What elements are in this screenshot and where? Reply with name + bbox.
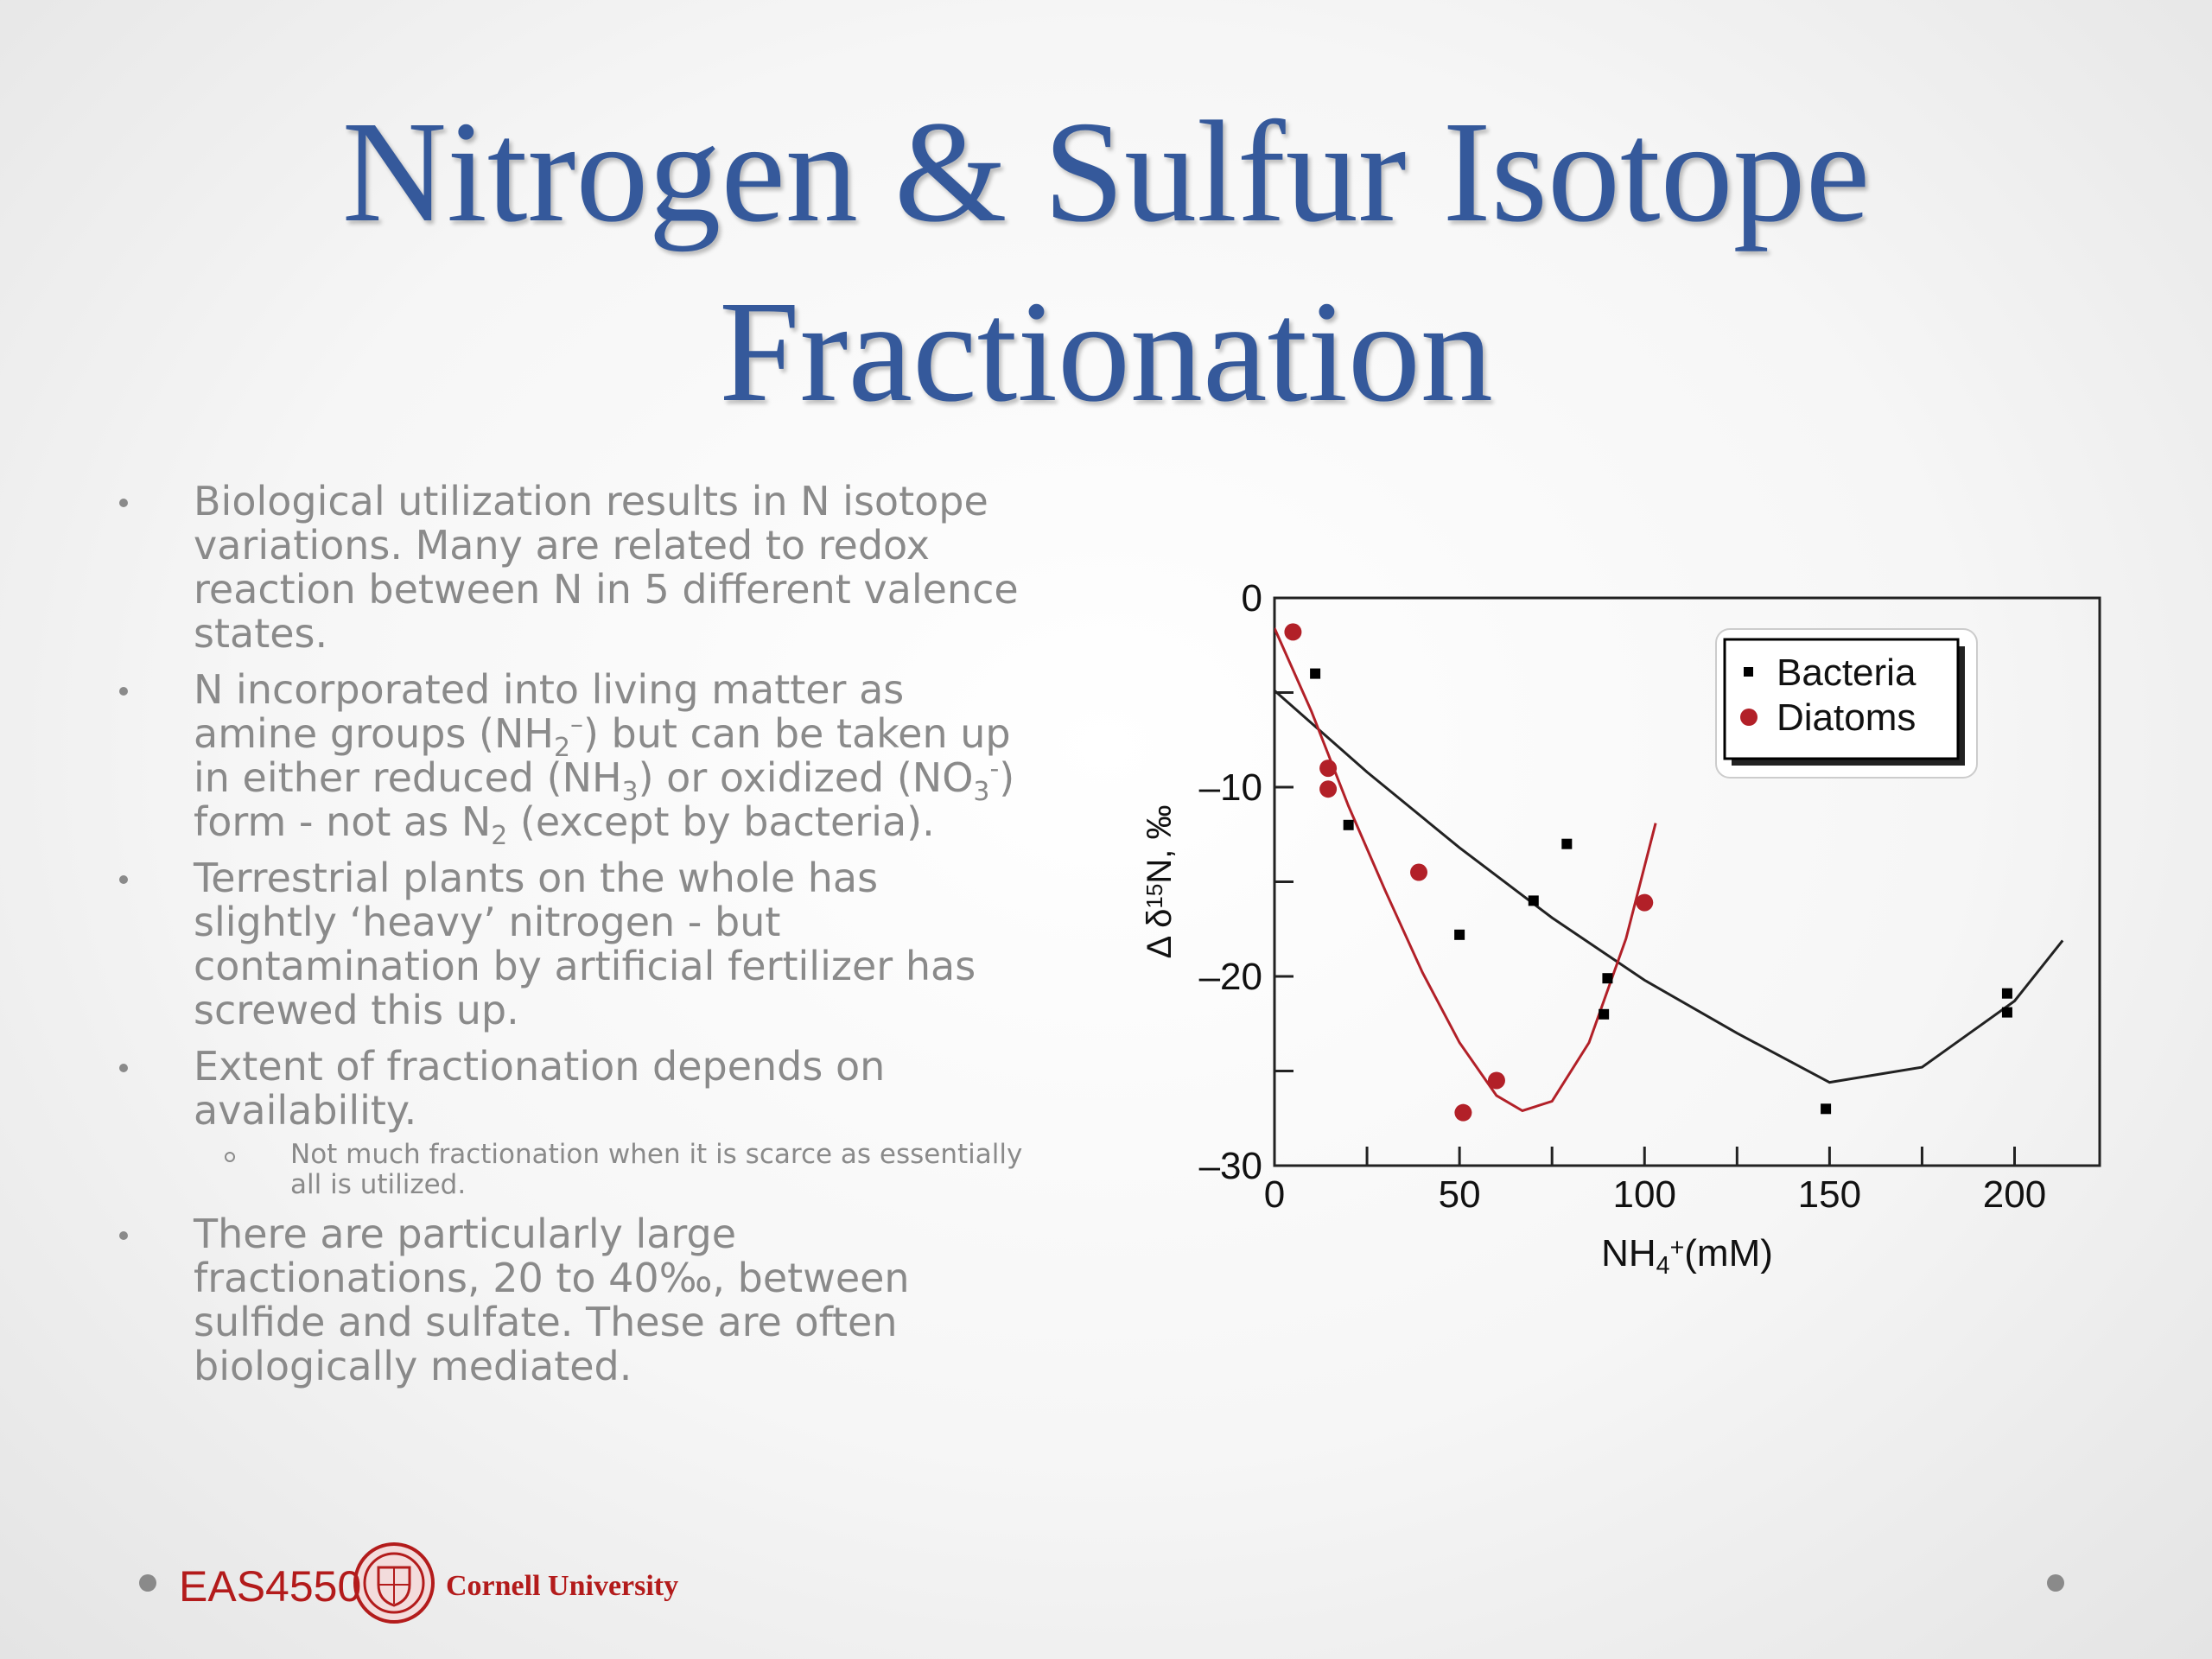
sub-bullet-list: Not much fractionation when it is scarce… bbox=[225, 1139, 1023, 1200]
text-run: Extent of fractionation depends on avail… bbox=[194, 1043, 886, 1134]
title-line: Fractionation bbox=[719, 271, 1493, 432]
bullet-list: Biological utilization results in N isot… bbox=[119, 478, 1023, 1401]
text-run: Δ δ bbox=[1141, 909, 1179, 959]
data-point bbox=[1602, 973, 1613, 984]
text-run: N incorporated into living matter as ami… bbox=[194, 666, 905, 757]
subscript: 4 bbox=[1656, 1252, 1670, 1280]
bullet-marker bbox=[119, 499, 128, 507]
y-tick-label: 0 bbox=[1242, 577, 1262, 620]
x-tick-label: 0 bbox=[1264, 1173, 1285, 1216]
data-point bbox=[2001, 1007, 2012, 1018]
fit-line bbox=[1274, 690, 2064, 1084]
legend-marker bbox=[1744, 667, 1753, 677]
text-run: ) but can be taken up in either reduced … bbox=[194, 710, 1011, 801]
x-tick-label: 100 bbox=[1613, 1173, 1676, 1216]
y-axis-label: Δ δ15N, ‰ bbox=[1141, 805, 1179, 959]
text-run: (mM) bbox=[1684, 1232, 1773, 1274]
sub-bullet-marker bbox=[225, 1152, 235, 1162]
bullet-marker bbox=[119, 1064, 128, 1072]
bullet: There are particularly large fractionati… bbox=[119, 1211, 1023, 1389]
subscript: 2 bbox=[491, 821, 508, 852]
bullet-marker bbox=[119, 875, 128, 884]
text-run: There are particularly large fractionati… bbox=[194, 1211, 910, 1389]
data-point bbox=[1487, 1071, 1505, 1090]
text-run: N, ‰ bbox=[1141, 805, 1179, 884]
bullet: Terrestrial plants on the whole has slig… bbox=[119, 855, 1023, 1033]
text-run: (except by bacteria). bbox=[507, 798, 935, 845]
x-tick-label: 150 bbox=[1798, 1173, 1861, 1216]
legend-label: Diatoms bbox=[1777, 696, 1916, 739]
text-run: ) or oxidized (NO bbox=[638, 754, 974, 801]
subscript: 2 bbox=[554, 733, 571, 764]
data-point bbox=[1454, 929, 1465, 940]
supscript: – bbox=[570, 709, 583, 741]
bullet: Extent of fractionation depends on avail… bbox=[119, 1043, 1023, 1200]
subscript: 3 bbox=[621, 777, 639, 808]
data-point bbox=[1343, 819, 1354, 830]
x-tick-label: 200 bbox=[1983, 1173, 2046, 1216]
data-point bbox=[1410, 863, 1428, 881]
data-point bbox=[1528, 895, 1539, 906]
text-run: Not much fractionation when it is scarce… bbox=[290, 1139, 1023, 1200]
slide-title: Nitrogen & Sulfur Isotope Fractionation bbox=[0, 82, 2212, 442]
data-point bbox=[1319, 780, 1338, 798]
bullet-marker bbox=[119, 687, 128, 696]
legend-box bbox=[1723, 638, 1960, 760]
y-tick-label: –10 bbox=[1199, 766, 1262, 809]
data-point bbox=[1599, 1008, 1610, 1020]
supscript: + bbox=[1670, 1234, 1685, 1262]
data-point bbox=[1561, 838, 1573, 849]
data-point bbox=[2001, 988, 2012, 999]
y-tick-label: –30 bbox=[1199, 1145, 1262, 1187]
data-point bbox=[1821, 1103, 1832, 1115]
fit-line bbox=[1274, 627, 1657, 1113]
supscript: 15 bbox=[1141, 884, 1167, 909]
subscript: 3 bbox=[973, 777, 990, 808]
data-point bbox=[1454, 1103, 1472, 1122]
title-line: Nitrogen & Sulfur Isotope bbox=[341, 92, 1871, 252]
sub-bullet: Not much fractionation when it is scarce… bbox=[225, 1139, 1023, 1200]
legend-label: Bacteria bbox=[1777, 652, 1916, 694]
x-tick-label: 50 bbox=[1439, 1173, 1481, 1216]
legend-marker bbox=[1740, 709, 1758, 726]
bullet: Biological utilization results in N isot… bbox=[119, 478, 1023, 657]
supscript: - bbox=[989, 753, 1000, 785]
text-run: NH bbox=[1601, 1232, 1656, 1274]
data-point bbox=[1284, 623, 1302, 641]
data-point bbox=[1310, 668, 1321, 679]
bullet: N incorporated into living matter as ami… bbox=[119, 666, 1023, 849]
bullet-marker bbox=[119, 1231, 128, 1240]
y-tick-label: –20 bbox=[1199, 956, 1262, 998]
x-axis-label: NH4+(mM) bbox=[1601, 1232, 1773, 1280]
text-run: Terrestrial plants on the whole has slig… bbox=[194, 855, 976, 1033]
text-run: Biological utilization results in N isot… bbox=[194, 478, 1019, 657]
text-run: ) form - not as N bbox=[194, 754, 1015, 845]
data-point bbox=[1319, 760, 1338, 778]
data-point bbox=[1636, 893, 1654, 912]
